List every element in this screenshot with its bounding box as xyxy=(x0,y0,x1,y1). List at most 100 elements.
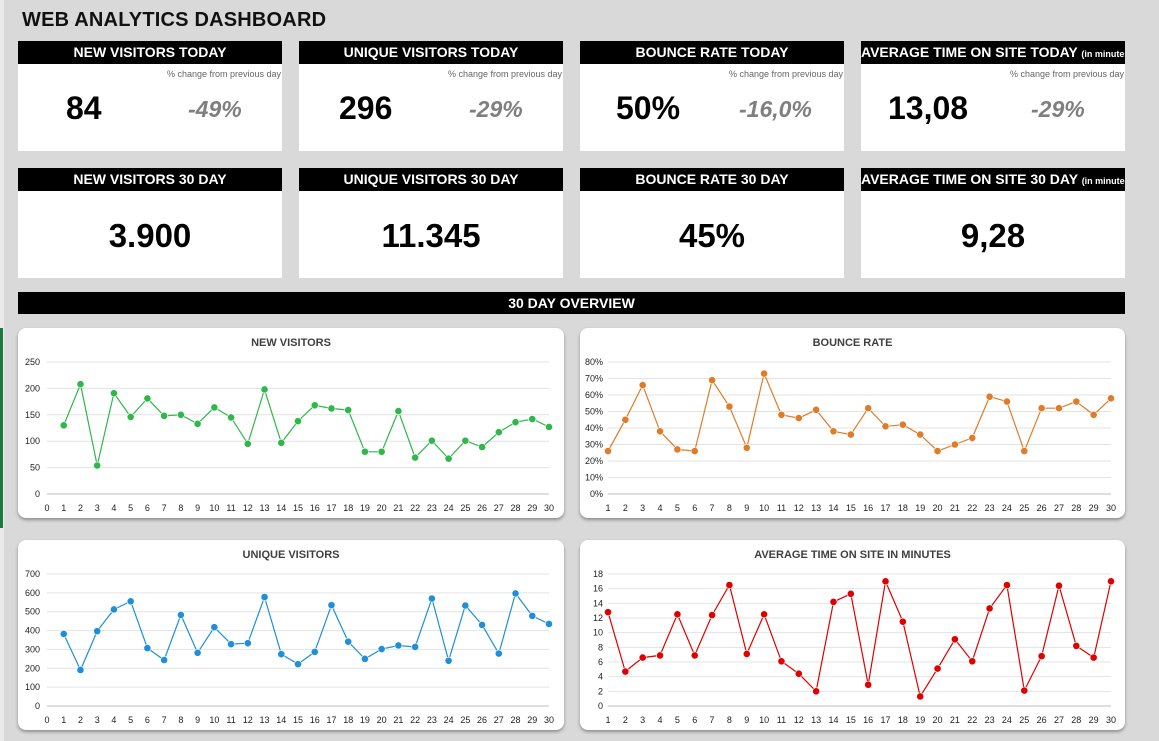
data-point xyxy=(1003,581,1011,589)
data-point xyxy=(950,635,959,644)
y-tick-label: 700 xyxy=(25,569,40,579)
x-tick-label: 10 xyxy=(759,503,769,513)
chart-card-new-visitors[interactable]: NEW VISITORS 0 50 100 150 200 250 0 1 2 3 4 5 6 7 8 9 10 1… xyxy=(18,328,564,518)
x-tick-label: 25 xyxy=(460,715,470,725)
data-point xyxy=(377,447,386,456)
x-tick-label: 12 xyxy=(794,715,804,725)
x-tick-label: 16 xyxy=(310,503,320,513)
y-tick-label: 100 xyxy=(25,436,40,446)
data-point xyxy=(846,589,855,598)
data-point xyxy=(545,423,553,431)
kpi-title: NEW VISITORS TODAY xyxy=(73,44,227,60)
kpi-card-new-visitors-today: NEW VISITORS TODAY % change from previou… xyxy=(18,41,282,151)
data-point xyxy=(916,430,925,439)
x-tick-label: 9 xyxy=(195,715,200,725)
data-point xyxy=(160,656,169,664)
kpi-card-avg-time-30day: AVERAGE TIME ON SITE 30 DAY (in minutes)… xyxy=(861,168,1125,278)
kpi-change: -29% xyxy=(1031,96,1085,122)
data-point xyxy=(898,617,907,626)
data-point xyxy=(143,394,152,403)
x-tick-label: 13 xyxy=(811,715,821,725)
x-tick-label: 13 xyxy=(260,503,270,513)
data-point xyxy=(210,403,219,412)
data-point xyxy=(243,639,252,648)
kpi-header: BOUNCE RATE TODAY xyxy=(580,41,844,64)
kpi-header: AVERAGE TIME ON SITE TODAY (in minutes) xyxy=(861,41,1125,64)
y-tick-label: 4 xyxy=(598,672,603,682)
kpi-change-caption: % change from previous day xyxy=(1009,69,1124,79)
kpi-title: UNIQUE VISITORS TODAY xyxy=(343,44,519,60)
y-tick-label: 0 xyxy=(35,701,40,711)
x-tick-label: 3 xyxy=(95,715,100,725)
x-tick-label: 23 xyxy=(985,715,995,725)
x-tick-label: 15 xyxy=(293,715,303,725)
kpi-header: AVERAGE TIME ON SITE 30 DAY (in minutes) xyxy=(861,168,1125,191)
data-point xyxy=(621,415,630,424)
x-tick-label: 21 xyxy=(393,503,403,513)
data-point xyxy=(760,610,769,619)
data-point xyxy=(1020,447,1029,455)
data-point xyxy=(1037,652,1046,661)
data-point xyxy=(898,420,907,429)
x-tick-label: 21 xyxy=(393,715,403,725)
x-tick-label: 2 xyxy=(78,503,83,513)
data-point xyxy=(511,418,520,427)
data-point xyxy=(1107,394,1115,403)
data-point xyxy=(545,620,553,628)
y-tick-label: 150 xyxy=(25,410,40,420)
kpi-change-caption: % change from previous day xyxy=(447,69,562,79)
x-tick-label: 11 xyxy=(777,715,786,725)
dashboard-title: WEB ANALYTICS DASHBOARD xyxy=(22,9,327,31)
x-tick-label: 29 xyxy=(527,715,537,725)
data-point xyxy=(176,611,185,619)
x-tick-label: 25 xyxy=(460,503,470,513)
x-tick-label: 23 xyxy=(427,715,437,725)
x-tick-label: 1 xyxy=(61,503,66,513)
y-tick-label: 12 xyxy=(593,613,603,623)
y-tick-label: 80% xyxy=(585,357,603,367)
x-tick-label: 8 xyxy=(727,715,732,725)
chart-card-unique-visitors[interactable]: UNIQUE VISITORS 0 100 200 300 400 500 600 700 0 1 2… xyxy=(18,540,564,730)
data-point xyxy=(193,648,202,657)
x-tick-label: 18 xyxy=(343,503,353,513)
data-point xyxy=(985,604,994,613)
y-tick-label: 400 xyxy=(25,626,40,636)
data-point xyxy=(777,657,786,666)
data-point xyxy=(621,667,630,676)
kpi-header: NEW VISITORS TODAY xyxy=(18,41,282,64)
x-tick-label: 24 xyxy=(444,715,454,725)
x-tick-label: 9 xyxy=(744,503,749,513)
data-point xyxy=(1003,397,1011,406)
y-tick-label: 8 xyxy=(598,642,603,652)
x-tick-label: 17 xyxy=(326,503,336,513)
data-point xyxy=(411,643,420,651)
x-tick-label: 24 xyxy=(444,503,454,513)
x-tick-label: 26 xyxy=(1037,715,1047,725)
chart-card-avg-time[interactable]: AVERAGE TIME ON SITE IN MINUTES 0 2 4 6 8 10 12… xyxy=(580,540,1125,730)
y-tick-label: 50% xyxy=(585,407,603,417)
x-tick-label: 3 xyxy=(95,503,100,513)
x-tick-label: 10 xyxy=(759,715,769,725)
x-tick-label: 3 xyxy=(640,503,645,513)
kpi-title-note: (in minutes) xyxy=(1081,176,1125,186)
x-tick-label: 22 xyxy=(410,715,420,725)
data-point xyxy=(528,415,537,423)
x-tick-label: 23 xyxy=(985,503,995,513)
kpi-change-caption: % change from previous day xyxy=(728,69,843,79)
x-tick-label: 22 xyxy=(410,503,420,513)
x-tick-label: 16 xyxy=(863,715,873,725)
kpi-card-bounce-rate-today: BOUNCE RATE TODAY % change from previous… xyxy=(580,41,844,151)
y-tick-label: 18 xyxy=(593,569,603,579)
data-point xyxy=(411,453,420,462)
data-point xyxy=(812,405,821,414)
y-tick-label: 0 xyxy=(35,489,40,499)
x-tick-label: 27 xyxy=(494,503,504,513)
data-point xyxy=(126,413,135,421)
kpi-card-new-visitors-30day: NEW VISITORS 30 DAY 3.900 xyxy=(18,168,282,278)
chart-card-bounce-rate[interactable]: BOUNCE RATE 0% 10% 20% 30% 40% 50% 60% 70% 80% 1 2 3… xyxy=(580,328,1125,518)
x-tick-label: 20 xyxy=(933,715,943,725)
kpi-value: 84 xyxy=(66,90,102,126)
kpi-title: BOUNCE RATE 30 DAY xyxy=(635,171,789,187)
kpi-title: BOUNCE RATE TODAY xyxy=(635,44,789,60)
